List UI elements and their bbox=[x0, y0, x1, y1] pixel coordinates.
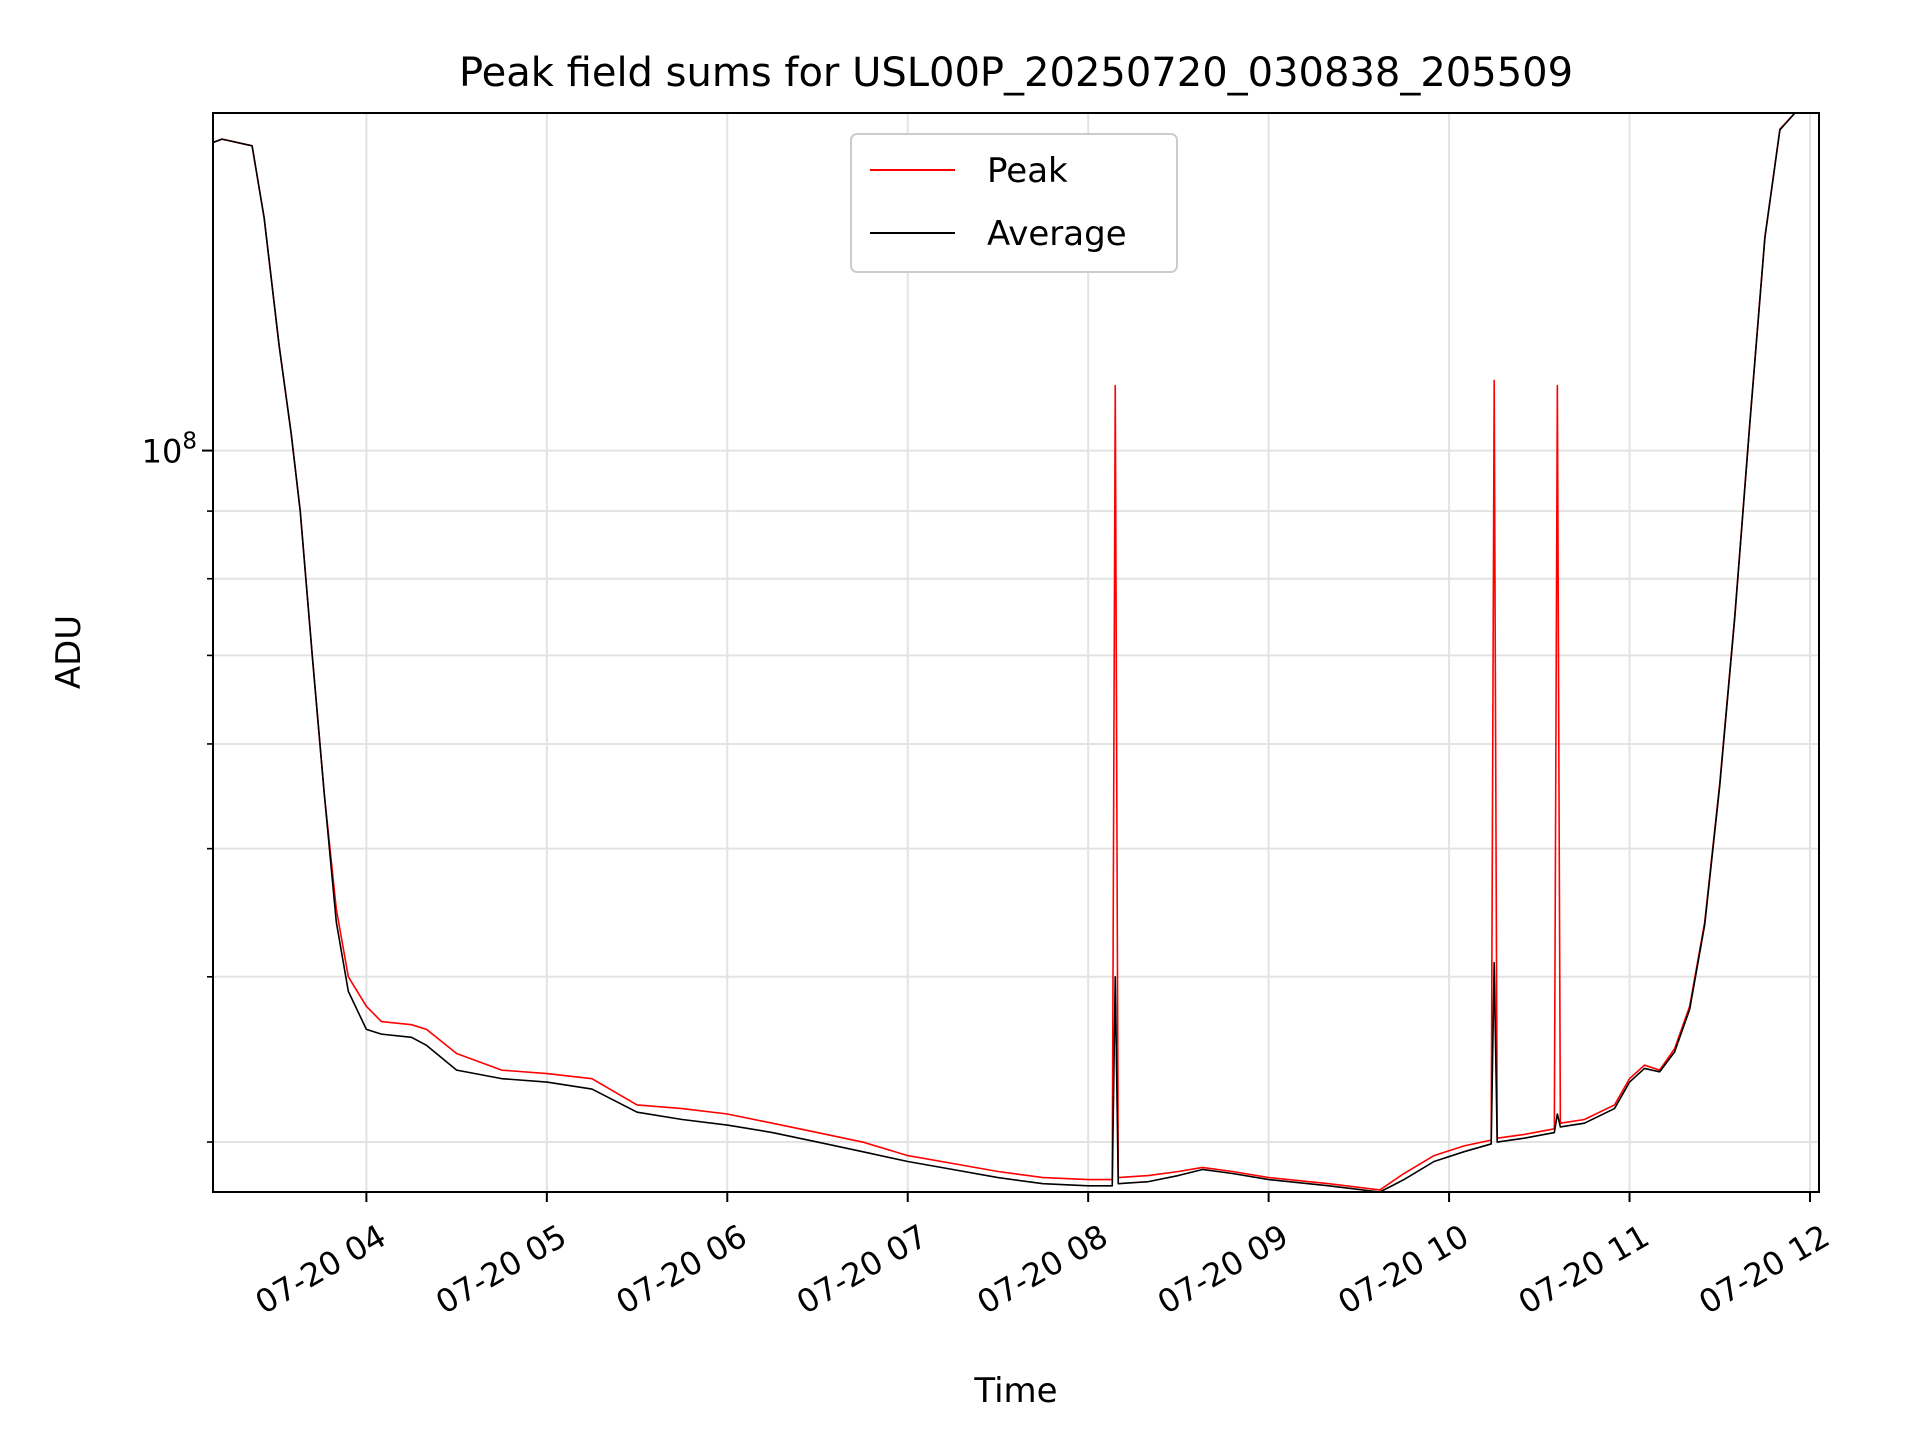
plot-frame bbox=[212, 112, 1820, 1193]
x-axis-label: Time bbox=[973, 1371, 1057, 1411]
y-axis-label: ADU bbox=[49, 615, 89, 689]
legend-box bbox=[850, 133, 1178, 273]
legend-label-peak: Peak bbox=[987, 151, 1068, 191]
series-line-average bbox=[213, 113, 1796, 1192]
y-tick-exponent: 8 bbox=[182, 429, 197, 455]
y-tick-label: 108 bbox=[142, 429, 197, 471]
series-layer bbox=[213, 113, 1796, 1192]
legend-label-average: Average bbox=[987, 214, 1127, 254]
grid-lines bbox=[213, 113, 1819, 1192]
series-line-peak bbox=[213, 113, 1796, 1191]
legend: Peak Average bbox=[850, 133, 1178, 273]
y-tick-base: 10 bbox=[142, 433, 183, 471]
chart-title: Peak field sums for USL00P_20250720_0308… bbox=[459, 50, 1573, 96]
